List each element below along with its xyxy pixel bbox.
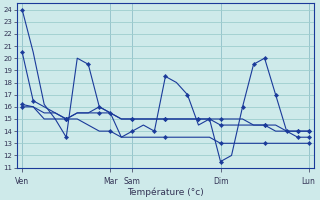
- X-axis label: Température (°c): Température (°c): [127, 187, 204, 197]
